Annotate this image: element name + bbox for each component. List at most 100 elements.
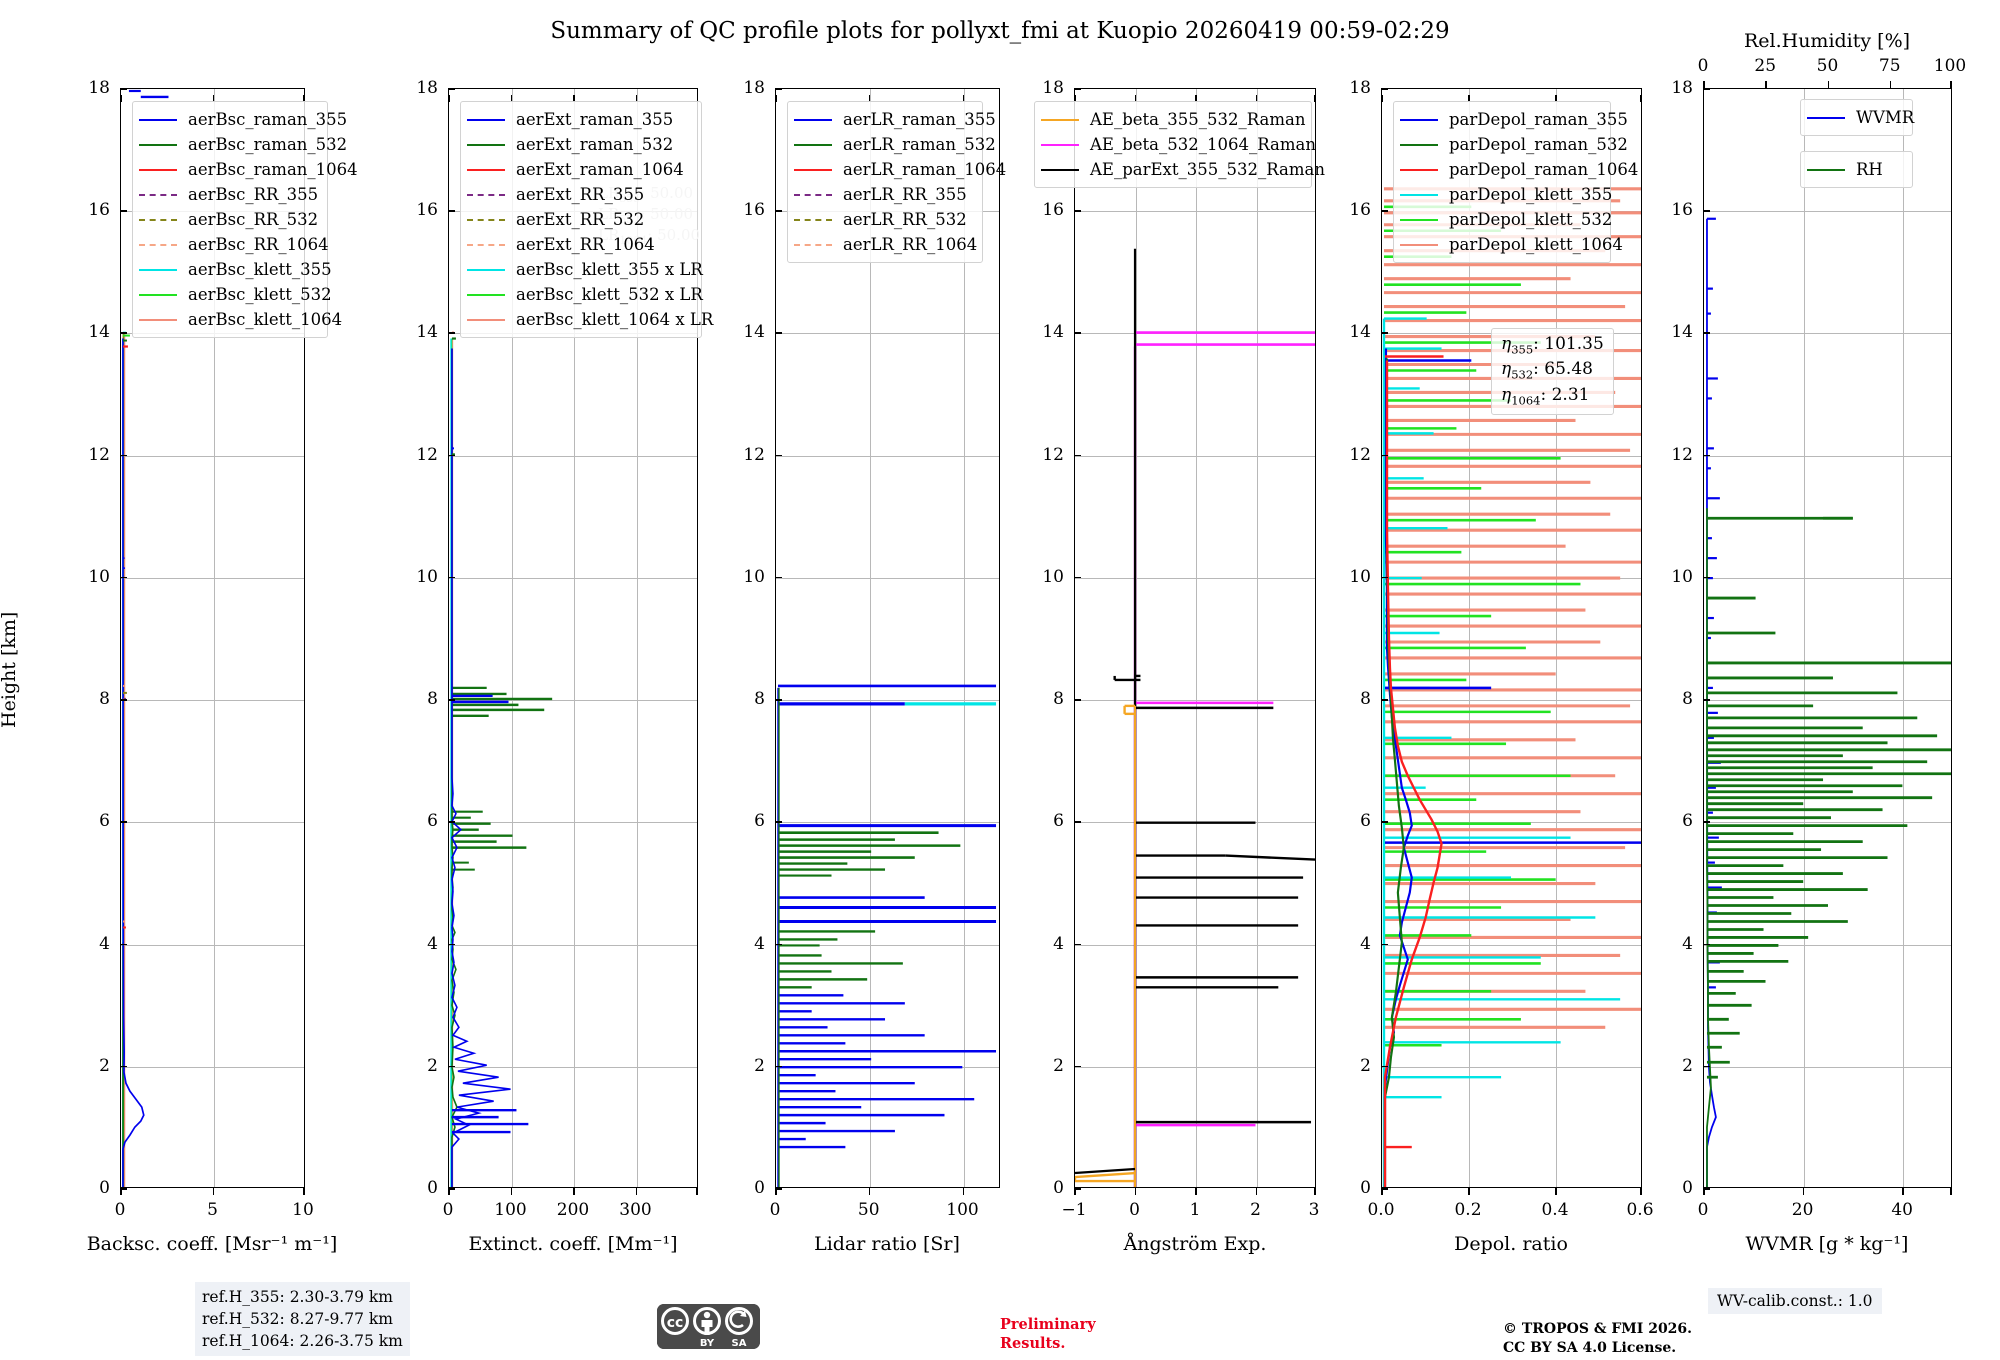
preliminary-results-note: Preliminary Results. <box>1000 1316 1096 1354</box>
ytick-label: 8 <box>427 689 438 710</box>
legend-item[interactable]: aerLR_raman_1064 <box>794 157 1006 182</box>
legend-swatch-aerext-raman-1064 <box>467 168 505 171</box>
legend-item[interactable]: aerBsc_klett_1064 x LR <box>467 307 713 332</box>
x-axis-label-wvmr: WVMR [g * kg⁻¹] <box>1745 1233 1909 1255</box>
legend-item[interactable]: aerBsc_klett_355 x LR <box>467 257 703 282</box>
legend-label: aerBsc_klett_355 <box>188 260 332 279</box>
legend-item[interactable]: AE_beta_355_532_Raman <box>1041 107 1306 132</box>
ytick-label: 2 <box>1360 1055 1371 1076</box>
legend-item[interactable]: parDepol_klett_532 <box>1400 207 1612 232</box>
ytick-label: 14 <box>88 322 110 343</box>
legend-label: aerExt_RR_1064 <box>516 235 655 254</box>
legend-item[interactable]: aerBsc_raman_355 <box>139 107 347 132</box>
legend-item[interactable]: aerBsc_klett_355 <box>139 257 332 282</box>
ref-height-532: ref.H_532: 8.27-9.77 km <box>202 1310 393 1328</box>
legend-swatch-ae-beta-532-1064 <box>1041 143 1079 146</box>
legend-item[interactable]: aerBsc_raman_532 <box>139 132 347 157</box>
legend-swatch-aerlr-rr-1064 <box>794 243 832 246</box>
ytick-label: 12 <box>1671 444 1693 465</box>
legend-swatch-ae-parext-355-532 <box>1041 168 1079 171</box>
legend-item[interactable]: aerBsc_RR_355 <box>139 182 320 207</box>
ytick-label: 2 <box>1053 1055 1064 1076</box>
legend-item[interactable]: parDepol_raman_355 <box>1400 107 1628 132</box>
legend-label: aerExt_RR_532 <box>516 210 645 229</box>
legend-label: aerExt_RR_355 <box>516 185 645 204</box>
legend-lidar-ratio: aerLR_raman_355 aerLR_raman_532 aerLR_ra… <box>787 101 1006 263</box>
legend-swatch-aerbsc-klett-532-lr <box>467 293 505 296</box>
legend-label: AE_parExt_355_532_Raman <box>1090 160 1325 179</box>
svg-text:cc: cc <box>667 1315 684 1331</box>
legend-label: parDepol_raman_1064 <box>1449 160 1639 179</box>
legend-item[interactable]: aerBsc_klett_1064 <box>139 307 342 332</box>
legend-label: aerLR_raman_532 <box>843 135 996 154</box>
ytick-label: 0 <box>1360 1178 1371 1198</box>
legend-item[interactable]: aerLR_RR_532 <box>794 207 975 232</box>
ytick-label: 12 <box>416 444 438 465</box>
legend-item[interactable]: aerBsc_klett_532 x LR <box>467 282 703 307</box>
legend-item[interactable]: parDepol_klett_1064 <box>1400 232 1623 257</box>
legend-item[interactable]: aerExt_RR_532 <box>467 207 694 232</box>
ytick-label: 18 <box>1042 78 1064 98</box>
top-xtick-label: 50 <box>1816 56 1839 76</box>
wv-calibration-constant: WV-calib.const.: 1.0 <box>1708 1288 1882 1314</box>
legend-swatch-aerbsc-raman-532 <box>139 143 177 146</box>
cc-license-logo[interactable]: cc BY SA <box>657 1304 760 1349</box>
legend-item[interactable]: aerBsc_RR_532 <box>139 207 320 232</box>
legend-label: aerLR_RR_532 <box>843 210 967 229</box>
legend-item[interactable]: aerLR_RR_1064 <box>794 232 977 257</box>
xtick-label: 0 <box>114 1200 126 1220</box>
legend-item[interactable]: AE_beta_532_1064_Raman <box>1041 132 1316 157</box>
legend-item[interactable]: parDepol_raman_1064 <box>1400 157 1638 182</box>
legend-item[interactable]: AE_parExt_355_532_Raman <box>1041 157 1325 182</box>
legend-item[interactable]: aerBsc_klett_532 <box>139 282 332 307</box>
legend-item[interactable]: parDepol_klett_355 <box>1400 182 1612 207</box>
ytick-label: 16 <box>743 200 765 221</box>
legend-swatch-aerext-raman-532 <box>467 143 505 146</box>
xtick-label: 40 <box>1891 1200 1914 1220</box>
legend-item[interactable]: WVMR <box>1807 105 1914 130</box>
legend-label: aerExt_raman_532 <box>516 135 674 154</box>
legend-item[interactable]: aerLR_RR_355 <box>794 182 975 207</box>
legend-item[interactable]: aerLR_raman_355 <box>794 107 996 132</box>
legend-swatch-aerlr-raman-355 <box>794 118 832 121</box>
ytick-label: 8 <box>1682 689 1693 710</box>
xtick-label: 50 <box>857 1200 880 1220</box>
legend-swatch-aerbsc-rr-355 <box>139 193 177 196</box>
legend-item[interactable]: parDepol_raman_532 <box>1400 132 1628 157</box>
legend-swatch-aerext-rr-355 <box>467 193 505 196</box>
legend-item[interactable]: aerExt_raman_355 <box>467 107 694 132</box>
legend-label: WVMR <box>1856 108 1915 127</box>
ytick-label: 16 <box>88 200 110 221</box>
eta-symbol: η <box>1501 384 1512 405</box>
legend-item[interactable]: aerLR_raman_532 <box>794 132 996 157</box>
ytick-label: 2 <box>99 1055 110 1076</box>
legend-item[interactable]: aerBsc_RR_1064 <box>139 232 329 257</box>
ytick-label: 8 <box>1360 689 1371 710</box>
ytick-label: 14 <box>1349 322 1371 343</box>
legend-item[interactable]: aerExt_raman_532 <box>467 132 694 157</box>
legend-item[interactable]: aerExt_raman_1064 <box>467 157 694 182</box>
legend-item[interactable]: aerExt_RR_1064 <box>467 232 694 257</box>
legend-swatch-aerbsc-klett-355 <box>139 268 177 271</box>
legend-label: aerBsc_klett_532 <box>188 285 332 304</box>
legend-item[interactable]: aerExt_RR_355 <box>467 182 694 207</box>
traces-angstrom <box>1075 248 1315 1187</box>
ytick-label: 2 <box>1682 1055 1693 1076</box>
y-axis-label: Height [km] <box>0 611 20 728</box>
ytick-label: 18 <box>1349 78 1371 98</box>
xtick-label: 100 <box>494 1200 527 1220</box>
legend-item[interactable]: aerBsc_raman_1064 <box>139 157 358 182</box>
ytick-label: 12 <box>1349 444 1371 465</box>
legend-swatch-aerbsc-raman-1064 <box>139 168 177 171</box>
eta-symbol: η <box>1501 334 1512 354</box>
legend-label: aerBsc_RR_355 <box>188 185 319 204</box>
plot-area-lidar-ratio <box>775 88 1000 1188</box>
legend-label: aerBsc_klett_1064 <box>188 310 343 329</box>
cc-license-logo-svg: cc BY SA <box>657 1304 760 1349</box>
xtick-label: 0.0 <box>1367 1200 1395 1220</box>
legend-item[interactable]: RH <box>1807 157 1905 182</box>
legend-swatch-aerbsc-klett-532 <box>139 293 177 296</box>
eta-value: 101.35 <box>1544 334 1604 354</box>
legend-swatch-aerlr-rr-355 <box>794 193 832 196</box>
legend-label: AE_beta_355_532_Raman <box>1090 110 1306 129</box>
